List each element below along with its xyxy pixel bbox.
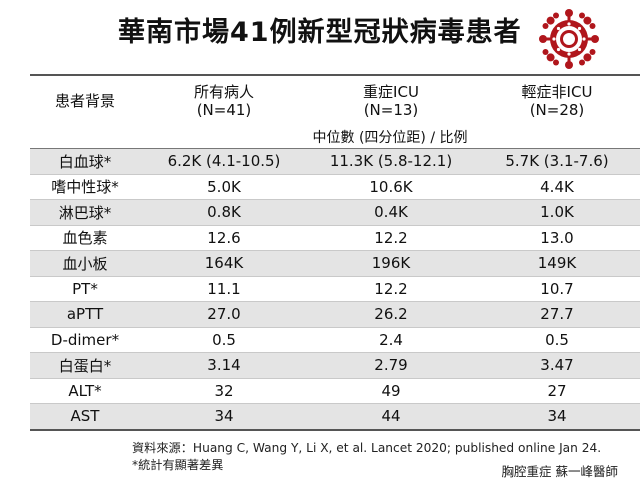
subheader-label: 中位數 (四分位距) / 比例 (140, 126, 640, 149)
row-label: 淋巴球* (30, 199, 140, 226)
page-title: 華南市場41例新型冠狀病毒患者 (118, 17, 522, 48)
table-header-row: 患者背景 所有病人 (N=41) 重症ICU (N=13) 輕症非ICU (N=28) (30, 75, 640, 126)
table-cell: 6.2K (4.1-10.5) (140, 148, 308, 175)
table-cell: 10.6K (308, 174, 474, 200)
table-cell: 149K (474, 250, 640, 277)
table-cell: 3.47 (474, 352, 640, 379)
table-cell: 27.7 (474, 301, 640, 328)
table-cell: 0.5 (474, 327, 640, 353)
table-cell: 49 (308, 378, 474, 404)
table-row: 白血球* 6.2K (4.1-10.5) 11.3K (5.8-12.1) 5.7K … (30, 148, 640, 175)
row-label: ALT* (30, 378, 140, 404)
table-row: 白蛋白* 3.14 2.79 3.47 (30, 352, 640, 379)
author-credit: 胸腔重症 蘇一峰醫師 (501, 464, 618, 479)
coronavirus-icon (539, 9, 599, 69)
table-cell: 1.0K (474, 199, 640, 226)
table-cell: 13.0 (474, 225, 640, 251)
table-row: 嗜中性球* 5.0K 10.6K 4.4K (30, 174, 640, 200)
table-cell: 27 (474, 378, 640, 404)
header-icu: 重症ICU (N=13) (363, 83, 419, 119)
table-cell: 12.2 (308, 276, 474, 302)
table-row: PT* 11.1 12.2 10.7 (30, 276, 640, 302)
header-all-patients: 所有病人 (N=41) (193, 83, 254, 119)
table-cell: 12.2 (308, 225, 474, 251)
table-row: D-dimer* 0.5 2.4 0.5 (30, 327, 640, 353)
table-cell: 196K (308, 250, 474, 277)
table-cell: 4.4K (474, 174, 640, 200)
table-cell: 44 (308, 403, 474, 431)
table-cell: 32 (140, 378, 308, 404)
row-label: 嗜中性球* (30, 174, 140, 200)
significance-note: *統計有顯著差異 (132, 458, 224, 472)
table-cell: 0.4K (308, 199, 474, 226)
table-cell: 34 (474, 403, 640, 431)
table-subheader-row: 中位數 (四分位距) / 比例 (30, 126, 640, 149)
row-label: AST (30, 403, 140, 431)
table-row: 血小板 164K 196K 149K (30, 250, 640, 277)
table-cell: 34 (140, 403, 308, 431)
header-non-icu: 輕症非ICU (N=28) (521, 83, 593, 119)
row-label: 白蛋白* (30, 352, 140, 379)
table-cell: 10.7 (474, 276, 640, 302)
table-cell: 2.79 (308, 352, 474, 379)
row-label: PT* (30, 276, 140, 302)
row-label: aPTT (30, 301, 140, 328)
table-cell: 5.0K (140, 174, 308, 200)
table-cell: 3.14 (140, 352, 308, 379)
row-label: 血小板 (30, 250, 140, 277)
table-cell: 2.4 (308, 327, 474, 353)
table-cell: 5.7K (3.1-7.6) (474, 148, 640, 175)
lab-data-table: 患者背景 所有病人 (N=41) 重症ICU (N=13) 輕症非ICU (N=28)… (30, 74, 640, 431)
header-background: 患者背景 (54, 92, 115, 110)
table-cell: 12.6 (140, 225, 308, 251)
table-row: ALT* 32 49 27 (30, 378, 640, 404)
table-cell: 0.5 (140, 327, 308, 353)
table-row: 血色素 12.6 12.2 13.0 (30, 225, 640, 251)
table-cell: 27.0 (140, 301, 308, 328)
table-cell: 11.1 (140, 276, 308, 302)
table-row: aPTT 27.0 26.2 27.7 (30, 301, 640, 328)
table-cell: 11.3K (5.8-12.1) (308, 148, 474, 175)
table-cell: 164K (140, 250, 308, 277)
table-cell: 0.8K (140, 199, 308, 226)
table-row: AST 34 44 34 (30, 403, 640, 431)
row-label: 白血球* (30, 148, 140, 175)
table-cell: 26.2 (308, 301, 474, 328)
source-footnote: 資料來源：Huang C, Wang Y, Li X, et al. Lance… (132, 441, 602, 455)
row-label: D-dimer* (30, 327, 140, 353)
row-label: 血色素 (30, 225, 140, 251)
table-row: 淋巴球* 0.8K 0.4K 1.0K (30, 199, 640, 226)
